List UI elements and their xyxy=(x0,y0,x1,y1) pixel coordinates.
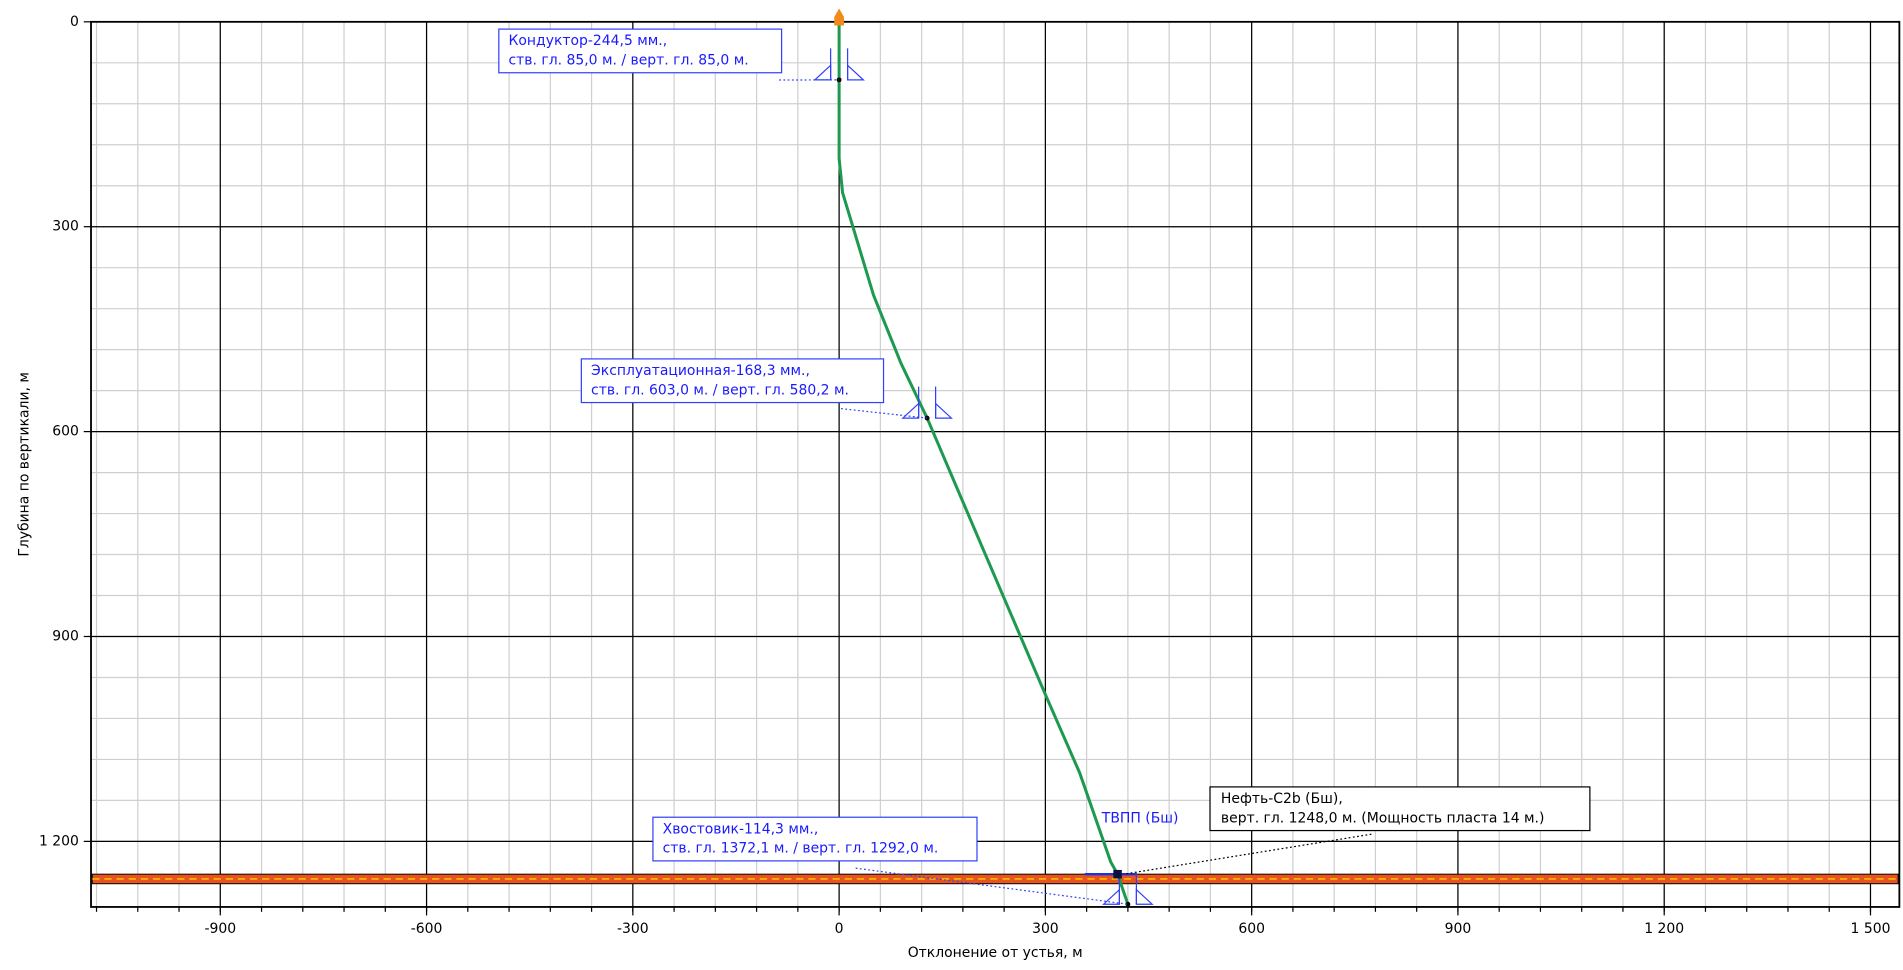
wellhead-marker xyxy=(834,8,844,25)
y-tick-label: 300 xyxy=(52,219,79,235)
casing-label: Кондуктор-244,5 мм., xyxy=(509,33,668,49)
casing-label: ств. гл. 85,0 м. / верт. гл. 85,0 м. xyxy=(509,53,749,69)
plot-frame xyxy=(91,22,1899,907)
casing-label: ств. гл. 1372,1 м. / верт. гл. 1292,0 м. xyxy=(663,841,939,857)
y-tick-label: 900 xyxy=(52,628,79,644)
leader-line xyxy=(841,409,927,418)
chart: Отклонение от устья, м Глубина по вертик… xyxy=(0,0,1903,970)
x-tick-label: 900 xyxy=(1445,921,1472,937)
y-axis-title: Глубина по вертикали, м xyxy=(16,372,32,556)
casing-label: ств. гл. 603,0 м. / верт. гл. 580,2 м. xyxy=(591,382,849,398)
x-axis-title: Отклонение от устья, м xyxy=(908,945,1083,961)
casing-label: Хвостовик-114,3 мм., xyxy=(663,821,819,837)
target-label: ТВПП (Бш) xyxy=(1101,810,1179,826)
target-point xyxy=(1113,870,1121,878)
x-tick-label: -600 xyxy=(411,921,443,937)
x-tick-label: 1 200 xyxy=(1644,921,1684,937)
y-tick-label: 1 200 xyxy=(39,833,79,849)
y-tick-label: 600 xyxy=(52,424,79,440)
x-tick-label: 1 500 xyxy=(1851,921,1891,937)
x-tick-label: 300 xyxy=(1032,921,1059,937)
x-tick-label: 600 xyxy=(1238,921,1265,937)
x-tick-label: -900 xyxy=(204,921,236,937)
well-trajectory xyxy=(839,22,1128,904)
formation-label: верт. гл. 1248,0 м. (Мощность пласта 14 … xyxy=(1221,810,1544,826)
y-tick-label: 0 xyxy=(70,14,79,30)
x-tick-label: -300 xyxy=(617,921,649,937)
casing-label: Эксплуатационная-168,3 мм., xyxy=(591,363,810,379)
formation-label: Нефть-C2b (Бш), xyxy=(1221,791,1343,807)
x-tick-label: 0 xyxy=(835,921,844,937)
